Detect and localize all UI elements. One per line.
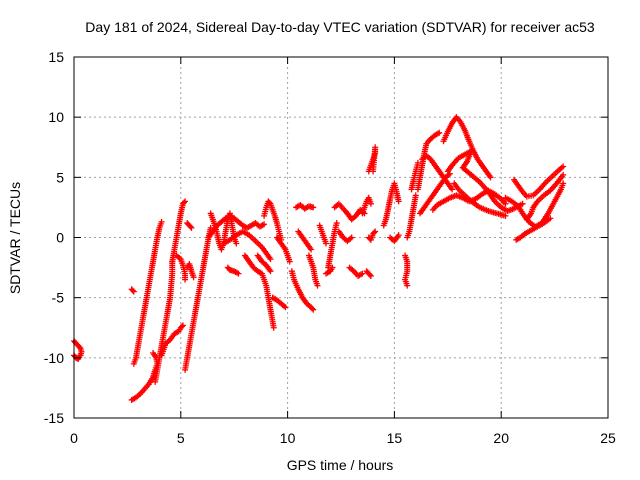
data-point (371, 229, 378, 236)
x-tick-label: 0 (70, 430, 78, 446)
data-point (314, 282, 321, 289)
data-point (309, 305, 316, 312)
y-tick-label: 15 (48, 49, 64, 65)
data-point (181, 199, 188, 206)
data-point (270, 324, 277, 331)
data-point (267, 268, 274, 275)
data-point (436, 129, 443, 136)
data-point (129, 287, 136, 294)
data-point (323, 240, 330, 247)
data-point (370, 168, 377, 175)
y-tick-label: -15 (44, 410, 64, 426)
data-point (333, 220, 340, 227)
data-point (282, 304, 289, 311)
data-point (359, 270, 366, 277)
data-point (182, 276, 189, 283)
x-tick-label: 5 (177, 430, 185, 446)
y-tick-label: 10 (48, 109, 64, 125)
data-point (267, 256, 274, 263)
data-point (487, 174, 494, 181)
x-tick-label: 15 (387, 430, 403, 446)
data-point (560, 180, 567, 187)
x-tick-labels: 0 5 10 15 20 25 (70, 430, 616, 446)
data-point (449, 186, 456, 193)
data-point (367, 200, 374, 207)
data-points (71, 114, 567, 403)
data-point (395, 198, 402, 205)
data-point (372, 228, 379, 235)
axis-ticks (73, 56, 609, 419)
data-point (130, 288, 137, 295)
y-tick-label: 5 (56, 169, 64, 185)
data-point (348, 234, 355, 241)
data-point (233, 240, 240, 247)
data-point (190, 274, 197, 281)
data-point (235, 270, 242, 277)
data-point (502, 212, 509, 219)
y-tick-label: -5 (52, 290, 65, 306)
data-point (310, 204, 317, 211)
x-axis-title: GPS time / hours (287, 457, 394, 473)
data-point (261, 221, 268, 228)
data-point (502, 200, 509, 207)
chart-title: Day 181 of 2024, Sidereal Day-to-day VTE… (85, 19, 595, 35)
y-tick-label: -10 (44, 350, 64, 366)
data-point (158, 218, 165, 225)
data-point (188, 224, 195, 231)
data-point (367, 273, 374, 280)
data-point (404, 282, 411, 289)
y-tick-label: 0 (56, 230, 64, 246)
data-point (560, 171, 567, 178)
x-tick-label: 20 (493, 430, 509, 446)
data-point (547, 215, 554, 222)
x-tick-label: 25 (600, 430, 616, 446)
data-point (395, 232, 402, 239)
data-point (560, 163, 567, 170)
data-point (150, 350, 157, 357)
data-point (519, 200, 526, 207)
data-point (412, 192, 419, 199)
data-point (178, 323, 185, 330)
data-point (366, 271, 373, 278)
y-axis-title: SDTVAR / TECUs (7, 182, 23, 294)
data-point (187, 223, 194, 230)
data-point (182, 198, 189, 205)
x-tick-label: 10 (280, 430, 296, 446)
data-point (179, 322, 186, 329)
data-point (286, 258, 293, 265)
data-point (266, 199, 273, 206)
data-point (310, 306, 317, 313)
data-point (308, 246, 315, 253)
data-point (76, 344, 83, 351)
y-tick-labels: -15 -10 -5 0 5 10 15 (44, 49, 64, 426)
data-point (72, 353, 79, 360)
